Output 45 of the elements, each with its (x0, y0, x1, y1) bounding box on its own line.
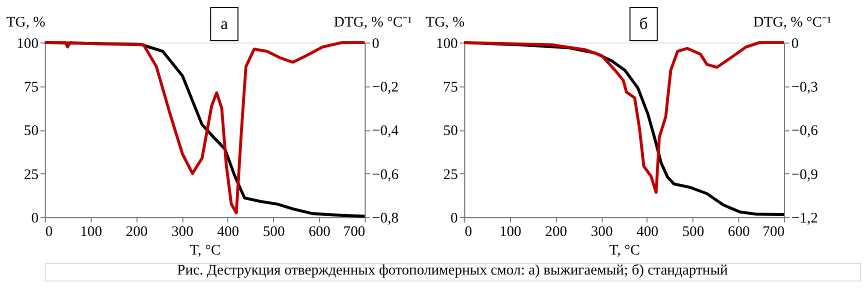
x-tick-label: 200 (126, 224, 148, 240)
x-tick-label: 500 (262, 224, 285, 240)
x-tick-label: 700 (762, 224, 785, 240)
x-tick-label: 400 (636, 224, 658, 240)
x-tick-label: 500 (682, 224, 704, 240)
y-tick-label: 75 (24, 80, 39, 96)
y2-tick-label: −0,6 (791, 123, 818, 140)
text: а (220, 14, 229, 33)
y2-tick-label: 0 (791, 36, 799, 52)
text: Рис. Деструкция отвержденных фотополимерных смол: а) выжигаемый; б) стандартный (177, 262, 728, 279)
x-tick-label: 300 (171, 224, 194, 240)
y-tick-label: 50 (443, 123, 458, 140)
x-tick-label: 0 (45, 224, 53, 240)
y-axis-title: TG, % (6, 14, 46, 30)
y2-tick-label: −0,6 (372, 166, 399, 183)
y2-tick-label: 0 (372, 36, 380, 52)
y2-tick-label: −0,3 (791, 80, 818, 96)
y2-tick-label: −0,8 (372, 210, 399, 226)
y-tick-label: 0 (31, 210, 39, 226)
y-tick-label: 100 (436, 36, 458, 52)
y-tick-label: 75 (443, 80, 458, 96)
x-tick-label: 700 (343, 224, 366, 240)
y-tick-label: 0 (450, 210, 458, 226)
y-axis-title: TG, % (426, 14, 465, 30)
x-tick-label: 0 (464, 224, 472, 240)
y-tick-label: 25 (443, 166, 458, 183)
y2-tick-label: −0,2 (372, 80, 399, 96)
x-axis-title: T, °C (609, 242, 640, 259)
x-tick-label: 400 (217, 224, 240, 240)
y2-axis-title: DTG, % °C⁻¹ (753, 14, 832, 30)
x-axis-title: T, °C (190, 242, 221, 259)
y2-tick-label: −0,9 (791, 166, 818, 183)
x-tick-label: 300 (590, 224, 613, 240)
x-tick-label: 200 (545, 224, 568, 240)
text: б (639, 14, 648, 33)
x-tick-label: 600 (308, 224, 330, 240)
x-tick-label: 600 (728, 224, 750, 240)
y-tick-label: 50 (24, 123, 39, 140)
y-tick-label: 100 (16, 36, 39, 52)
y2-tick-label: −0,4 (372, 123, 400, 140)
x-tick-label: 100 (80, 224, 102, 240)
y-tick-label: 25 (24, 166, 39, 183)
y2-tick-label: −1,2 (791, 210, 818, 226)
y2-axis-title: DTG, % °C⁻¹ (334, 14, 412, 30)
x-tick-label: 100 (499, 224, 522, 240)
